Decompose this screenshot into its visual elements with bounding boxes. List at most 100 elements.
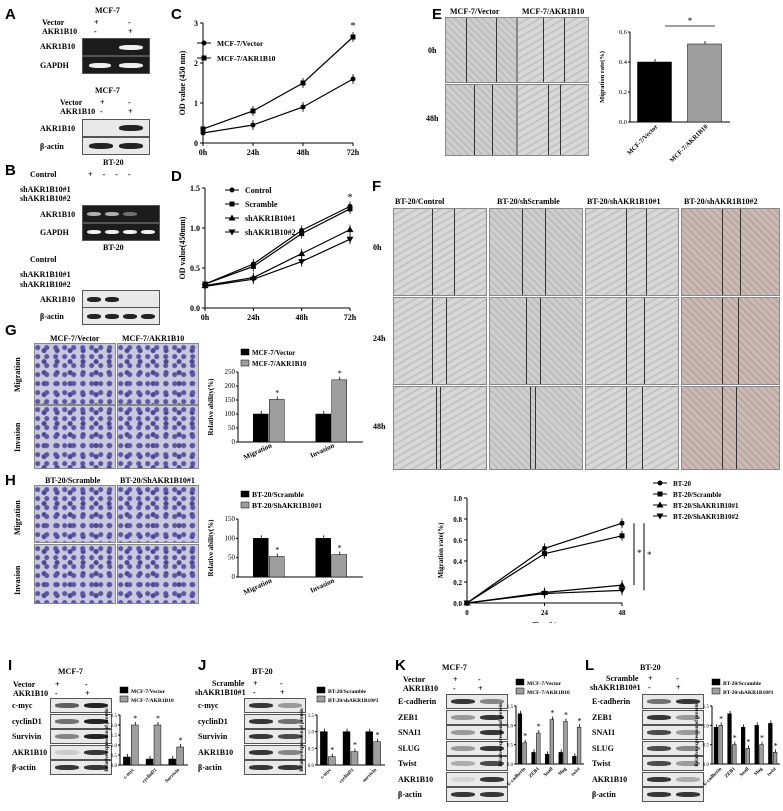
bar bbox=[373, 741, 381, 766]
transwell-image bbox=[117, 544, 199, 604]
band bbox=[676, 730, 700, 735]
chart-f: 0.0 0.2 0.4 0.6 0.8 1.0 0 24 48 Migration rate(%)… bbox=[437, 480, 739, 623]
significance-mark: * bbox=[353, 741, 357, 750]
significance-mark: * bbox=[179, 736, 183, 745]
row-label: Control bbox=[30, 170, 57, 179]
significance-mark: * bbox=[376, 731, 380, 740]
mark: + bbox=[453, 675, 458, 684]
legend-label: MCF-7/AKR1B10 bbox=[527, 690, 570, 696]
band-label: c-myc bbox=[198, 701, 219, 710]
mark: - bbox=[55, 689, 58, 698]
band bbox=[55, 703, 79, 708]
gel-blot bbox=[446, 709, 508, 725]
chart-d: 0.0 0.5 1.0 1.5 0h 24h 48h 72h OD value(450mm) Co… bbox=[178, 184, 357, 322]
y-tick-label: 0.5 bbox=[308, 747, 315, 752]
panel-letter-f: F bbox=[372, 178, 382, 195]
band-label: Survivin bbox=[198, 732, 228, 741]
band bbox=[84, 718, 108, 724]
gel-blot bbox=[642, 694, 704, 709]
legend-label: MCF-7/Vector bbox=[131, 689, 166, 695]
band bbox=[249, 718, 273, 724]
band-label: Twist bbox=[398, 759, 417, 768]
x-tick-label: MCF-7/AKR1B10 bbox=[669, 123, 710, 162]
significance-mark: * bbox=[637, 548, 642, 558]
x-tick-label: E-cadherin bbox=[507, 767, 528, 788]
band bbox=[480, 761, 504, 766]
band bbox=[451, 714, 475, 720]
bar bbox=[145, 758, 154, 766]
x-tick-label: 24h bbox=[247, 313, 260, 322]
x-tick-label: Snail bbox=[739, 766, 751, 778]
band bbox=[451, 699, 475, 704]
transwell-image bbox=[34, 485, 116, 543]
bar bbox=[320, 731, 328, 766]
scratch-image bbox=[489, 297, 583, 385]
x-tick-label: twist bbox=[767, 767, 778, 778]
bar bbox=[549, 719, 555, 765]
band-label: SLUG bbox=[398, 743, 420, 753]
mark: + bbox=[128, 27, 133, 36]
y-tick-label: 50 bbox=[228, 424, 236, 432]
data-point bbox=[618, 587, 626, 594]
scratch-image bbox=[681, 386, 780, 470]
band bbox=[249, 765, 273, 770]
band bbox=[84, 734, 108, 739]
x-tick-label: 24h bbox=[247, 148, 260, 157]
y-tick-label: 50 bbox=[228, 554, 236, 562]
bar bbox=[558, 752, 563, 765]
bar bbox=[732, 744, 737, 765]
band bbox=[480, 730, 504, 735]
significance-mark: * bbox=[733, 734, 737, 743]
cell-line-label: MCF-7 bbox=[95, 6, 120, 15]
y-tick-label: 200 bbox=[225, 382, 236, 390]
gel-blot bbox=[82, 56, 150, 74]
scratch-image bbox=[681, 208, 780, 296]
y-tick-label: 1 bbox=[194, 99, 198, 108]
y-tick-label: 1.5 bbox=[190, 184, 200, 193]
band-label: AKR1B10 bbox=[12, 747, 48, 757]
data-point bbox=[250, 122, 256, 128]
band bbox=[451, 792, 475, 797]
transwell-image bbox=[117, 343, 199, 405]
significance-mark: * bbox=[275, 388, 279, 397]
bar bbox=[544, 754, 550, 765]
series-line bbox=[202, 36, 354, 130]
scratch-image bbox=[517, 84, 589, 156]
significance-mark: * bbox=[688, 16, 693, 26]
cell-line-label: BT-20 bbox=[103, 158, 124, 167]
y-tick-label: 1.0 bbox=[111, 744, 118, 749]
y-tick-label: 0 bbox=[232, 438, 236, 446]
cell-line-label: BT-20 bbox=[252, 667, 273, 676]
data-point bbox=[346, 236, 354, 243]
significance-mark: * bbox=[537, 722, 541, 731]
y-axis-label: OD value (450 nm) bbox=[178, 50, 187, 115]
data-point bbox=[350, 34, 356, 40]
gel-blot bbox=[642, 787, 704, 802]
gel-blot bbox=[244, 698, 306, 713]
bar bbox=[759, 744, 764, 765]
data-point bbox=[619, 533, 625, 539]
bar bbox=[315, 413, 331, 443]
y-tick-label: 3 bbox=[194, 19, 198, 28]
y-tick-label: 1.5 bbox=[703, 705, 710, 710]
significance-mark: * bbox=[647, 550, 652, 560]
y-tick-label: 1.0 bbox=[453, 495, 462, 503]
legend-label: BT-20/ShAKR1B10#2 bbox=[673, 513, 739, 521]
x-tick-label: c-myc bbox=[123, 767, 136, 780]
significance-mark: * bbox=[156, 714, 160, 723]
legend-swatch bbox=[240, 501, 250, 509]
chart-g: 0 50 100 150 200 250 Relative ability(%) Migrat… bbox=[207, 348, 363, 462]
mark: - bbox=[478, 675, 481, 684]
band bbox=[647, 745, 671, 751]
significance-mark: * bbox=[550, 709, 554, 718]
bar bbox=[315, 538, 331, 578]
bar bbox=[576, 727, 582, 765]
row-label-akr1b10: AKR1B10 bbox=[42, 27, 78, 36]
mark: - bbox=[676, 674, 679, 683]
band-label: AKR1B10 bbox=[198, 747, 234, 757]
band bbox=[676, 745, 700, 751]
mark: - bbox=[128, 98, 131, 107]
bar bbox=[131, 724, 139, 766]
bar bbox=[536, 732, 541, 765]
